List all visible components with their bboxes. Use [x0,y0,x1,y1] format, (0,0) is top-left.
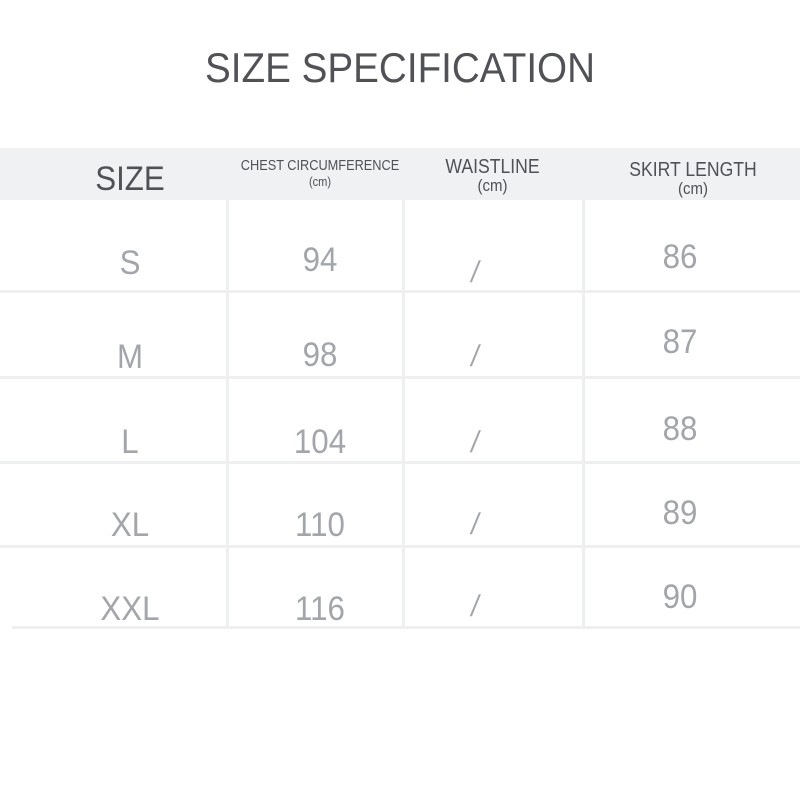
row-divider [0,290,800,293]
header-chest: CHEST CIRCUMFERENCE (cm) [239,158,401,188]
header-waist-unit: (cm) [477,176,508,195]
column-divider [582,200,585,628]
cell-chest: 98 [302,336,338,374]
cell-chest: 116 [295,590,345,628]
cell-size: S [119,244,141,282]
cell-waist: / [468,256,482,289]
row-divider [0,545,800,548]
cell-waist: / [468,426,482,459]
header-skirt-label: SKIRT LENGTH [629,159,757,181]
cell-waist: / [468,508,482,541]
header-size: SIZE [95,160,165,198]
header-skirt: SKIRT LENGTH (cm) [609,160,776,197]
cell-waist: / [468,340,482,373]
cell-size: XL [110,506,150,544]
cell-skirt: 87 [662,323,698,361]
page-title: SIZE SPECIFICATION [204,44,596,91]
cell-skirt: 89 [662,494,698,532]
row-divider [12,626,800,629]
cell-skirt: 90 [662,578,698,616]
cell-size: XXL [100,590,160,628]
table-header [0,148,800,200]
cell-waist: / [468,590,482,623]
row-divider [0,461,800,464]
cell-size: L [121,423,139,461]
cell-skirt: 86 [662,238,698,276]
cell-chest: 94 [302,241,338,279]
column-divider [226,200,229,628]
cell-skirt: 88 [662,410,698,448]
cell-chest: 110 [295,506,345,544]
header-waist-label: WAISTLINE [445,156,540,178]
cell-chest: 104 [293,423,347,461]
row-divider [0,376,800,379]
header-chest-label: CHEST CIRCUMFERENCE [240,157,400,174]
cell-size: M [116,338,144,376]
header-waist: WAISTLINE (cm) [420,157,565,194]
header-skirt-unit: (cm) [678,179,708,198]
column-divider [402,200,405,628]
header-chest-unit: (cm) [308,174,332,189]
